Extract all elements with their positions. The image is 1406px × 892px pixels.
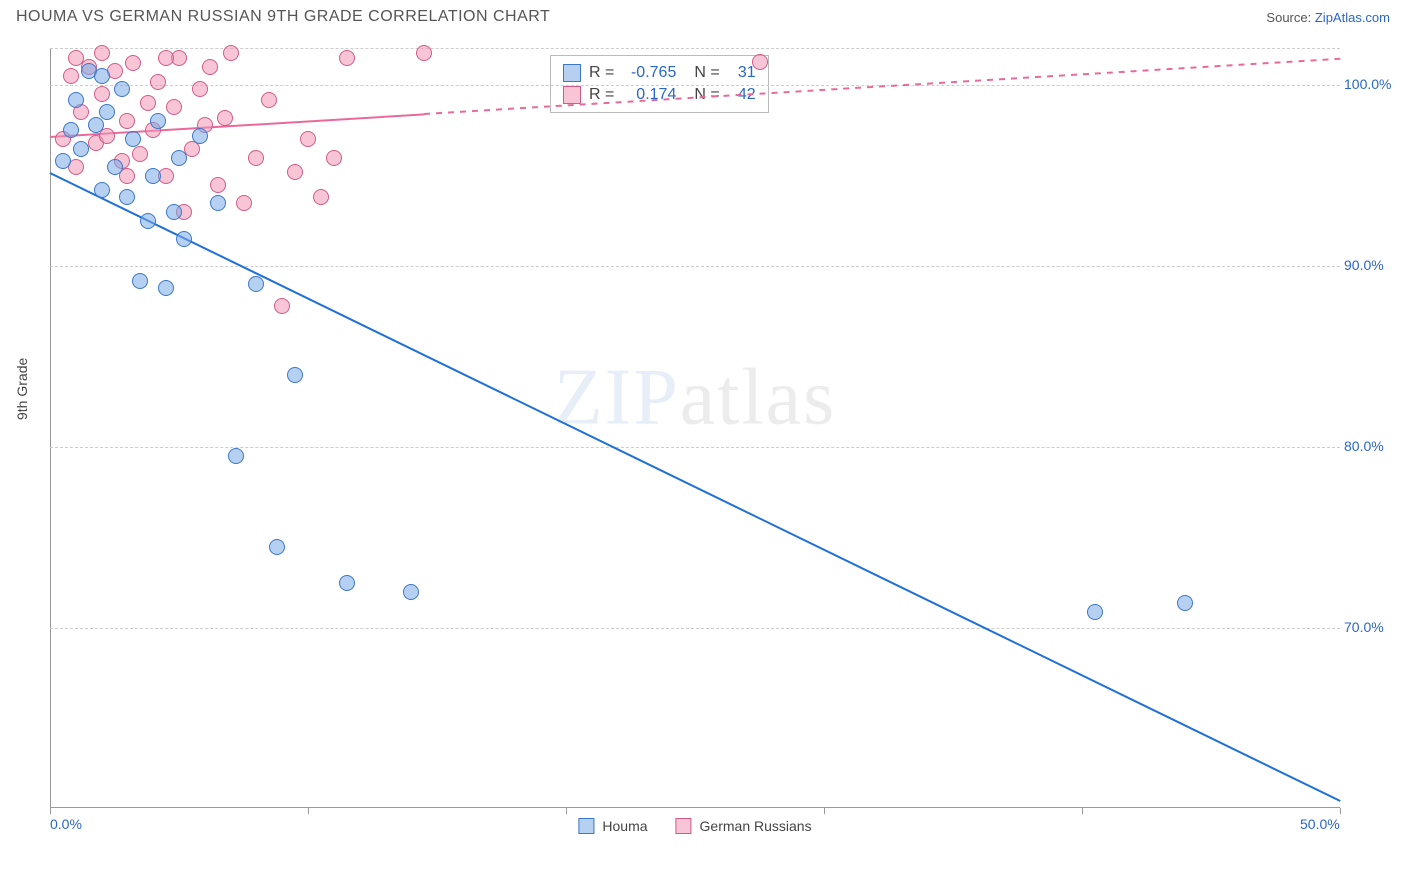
data-point-german-russians[interactable] bbox=[248, 150, 264, 166]
data-point-german-russians[interactable] bbox=[313, 189, 329, 205]
data-point-houma[interactable] bbox=[287, 367, 303, 383]
x-tick-label: 50.0% bbox=[1300, 816, 1340, 832]
data-point-houma[interactable] bbox=[94, 182, 110, 198]
y-tick-label: 100.0% bbox=[1344, 76, 1400, 92]
data-point-german-russians[interactable] bbox=[274, 298, 290, 314]
data-point-german-russians[interactable] bbox=[752, 54, 768, 70]
y-tick-label: 80.0% bbox=[1344, 438, 1400, 454]
chart-container: ZIPatlas R = -0.765 N = 31 R = 0.174 N =… bbox=[50, 48, 1390, 838]
data-point-houma[interactable] bbox=[114, 81, 130, 97]
houma-swatch-icon bbox=[563, 64, 581, 82]
data-point-houma[interactable] bbox=[68, 92, 84, 108]
houma-swatch-icon bbox=[578, 818, 594, 834]
data-point-houma[interactable] bbox=[171, 150, 187, 166]
data-point-houma[interactable] bbox=[55, 153, 71, 169]
data-point-german-russians[interactable] bbox=[339, 50, 355, 66]
x-tick bbox=[824, 808, 825, 814]
watermark: ZIPatlas bbox=[554, 353, 837, 444]
data-point-houma[interactable] bbox=[269, 539, 285, 555]
data-point-german-russians[interactable] bbox=[202, 59, 218, 75]
data-point-houma[interactable] bbox=[166, 204, 182, 220]
data-point-houma[interactable] bbox=[192, 128, 208, 144]
gridline bbox=[50, 85, 1340, 86]
r-label: R = bbox=[589, 64, 614, 82]
data-point-german-russians[interactable] bbox=[140, 95, 156, 111]
data-point-german-russians[interactable] bbox=[300, 131, 316, 147]
series-legend: Houma German Russians bbox=[578, 816, 811, 836]
x-tick bbox=[50, 808, 51, 814]
data-point-german-russians[interactable] bbox=[158, 50, 174, 66]
y-tick-label: 70.0% bbox=[1344, 619, 1400, 635]
x-tick-label: 0.0% bbox=[50, 816, 82, 832]
n-label: N = bbox=[694, 64, 719, 82]
data-point-german-russians[interactable] bbox=[94, 86, 110, 102]
x-tick bbox=[566, 808, 567, 814]
data-point-german-russians[interactable] bbox=[119, 168, 135, 184]
x-tick bbox=[308, 808, 309, 814]
data-point-houma[interactable] bbox=[94, 68, 110, 84]
x-axis-line bbox=[50, 807, 1340, 808]
data-point-houma[interactable] bbox=[228, 448, 244, 464]
source-label: Source: bbox=[1266, 10, 1311, 25]
data-point-houma[interactable] bbox=[150, 113, 166, 129]
plot-area: ZIPatlas R = -0.765 N = 31 R = 0.174 N =… bbox=[50, 48, 1340, 808]
houma-r-value: -0.765 bbox=[622, 64, 676, 82]
data-point-german-russians[interactable] bbox=[192, 81, 208, 97]
data-point-german-russians[interactable] bbox=[287, 164, 303, 180]
data-point-houma[interactable] bbox=[63, 122, 79, 138]
data-point-german-russians[interactable] bbox=[236, 195, 252, 211]
data-point-houma[interactable] bbox=[145, 168, 161, 184]
data-point-german-russians[interactable] bbox=[150, 74, 166, 90]
data-point-houma[interactable] bbox=[210, 195, 226, 211]
source-link[interactable]: ZipAtlas.com bbox=[1315, 10, 1390, 25]
data-point-houma[interactable] bbox=[107, 159, 123, 175]
data-point-houma[interactable] bbox=[176, 231, 192, 247]
data-point-german-russians[interactable] bbox=[68, 50, 84, 66]
data-point-german-russians[interactable] bbox=[125, 55, 141, 71]
gridline bbox=[50, 628, 1340, 629]
gridline bbox=[50, 447, 1340, 448]
data-point-german-russians[interactable] bbox=[94, 45, 110, 61]
legend-item-houma[interactable]: Houma bbox=[578, 816, 647, 836]
x-tick bbox=[1082, 808, 1083, 814]
data-point-houma[interactable] bbox=[99, 104, 115, 120]
data-point-houma[interactable] bbox=[158, 280, 174, 296]
data-point-houma[interactable] bbox=[125, 131, 141, 147]
data-point-german-russians[interactable] bbox=[132, 146, 148, 162]
data-point-houma[interactable] bbox=[1177, 595, 1193, 611]
houma-legend-label: Houma bbox=[602, 818, 647, 834]
german-russians-swatch-icon bbox=[563, 86, 581, 104]
german-russians-legend-label: German Russians bbox=[700, 818, 812, 834]
data-point-german-russians[interactable] bbox=[119, 113, 135, 129]
data-point-german-russians[interactable] bbox=[326, 150, 342, 166]
data-point-houma[interactable] bbox=[248, 276, 264, 292]
data-point-german-russians[interactable] bbox=[223, 45, 239, 61]
y-axis-line bbox=[50, 49, 51, 808]
data-point-houma[interactable] bbox=[339, 575, 355, 591]
data-point-houma[interactable] bbox=[119, 189, 135, 205]
stats-row-houma: R = -0.765 N = 31 bbox=[563, 62, 756, 84]
data-point-german-russians[interactable] bbox=[261, 92, 277, 108]
data-point-german-russians[interactable] bbox=[210, 177, 226, 193]
data-point-german-russians[interactable] bbox=[217, 110, 233, 126]
data-point-houma[interactable] bbox=[403, 584, 419, 600]
houma-n-value: 31 bbox=[728, 64, 756, 82]
source-attribution: Source: ZipAtlas.com bbox=[1266, 10, 1390, 25]
chart-title: HOUMA VS GERMAN RUSSIAN 9TH GRADE CORREL… bbox=[16, 8, 550, 26]
legend-item-german-russians[interactable]: German Russians bbox=[676, 816, 812, 836]
data-point-german-russians[interactable] bbox=[416, 45, 432, 61]
watermark-part2: atlas bbox=[680, 354, 837, 442]
y-tick-label: 90.0% bbox=[1344, 257, 1400, 273]
data-point-houma[interactable] bbox=[1087, 604, 1103, 620]
y-axis-label: 9th Grade bbox=[14, 358, 30, 420]
data-point-german-russians[interactable] bbox=[63, 68, 79, 84]
data-point-houma[interactable] bbox=[73, 141, 89, 157]
x-tick bbox=[1340, 808, 1341, 814]
german-russians-swatch-icon bbox=[676, 818, 692, 834]
data-point-houma[interactable] bbox=[132, 273, 148, 289]
data-point-houma[interactable] bbox=[140, 213, 156, 229]
data-point-german-russians[interactable] bbox=[166, 99, 182, 115]
